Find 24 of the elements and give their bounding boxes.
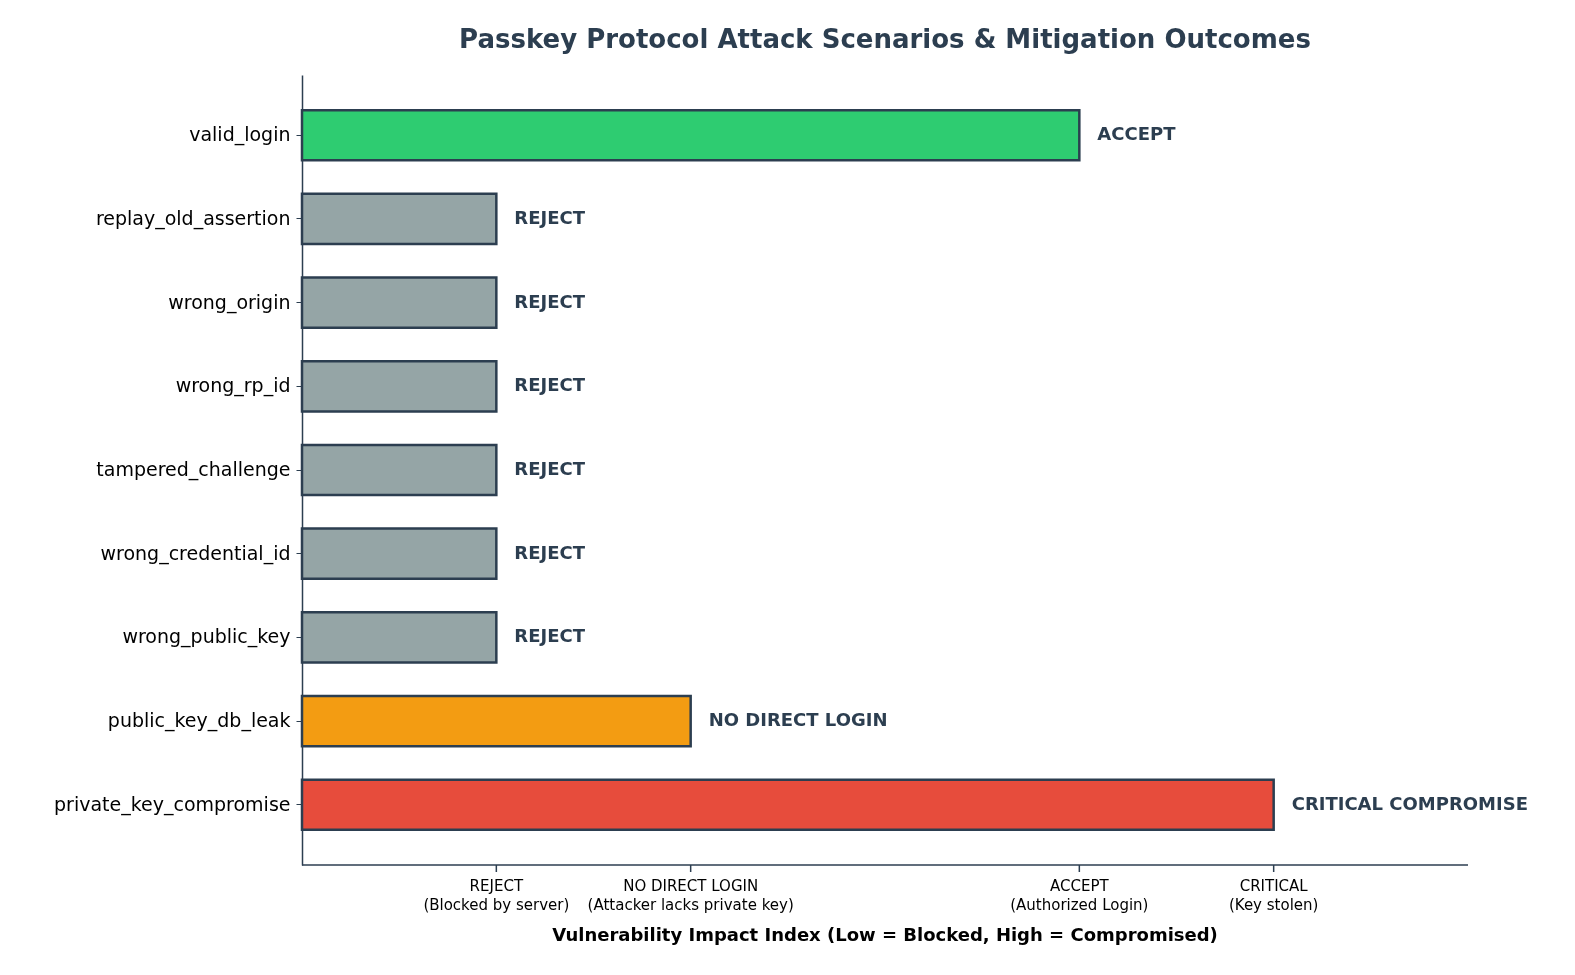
- y-tick-label: private_key_compromise: [54, 792, 291, 816]
- annotation: REJECT: [514, 541, 586, 563]
- y-tick-label: wrong_public_key: [122, 625, 291, 649]
- y-tick-label: wrong_origin: [168, 290, 291, 314]
- y-tick-label: replay_old_assertion: [95, 206, 291, 230]
- y-tick-label: wrong_rp_id: [175, 374, 291, 398]
- annotation: REJECT: [514, 206, 586, 228]
- chart-title: Passkey Protocol Attack Scenarios & Mitigation Outcomes: [459, 24, 1311, 54]
- annotation: NO DIRECT LOGIN: [708, 709, 888, 731]
- annotation: REJECT: [514, 374, 586, 396]
- annotation: NO DIRECT LOGIN (Attacker lacks private key): [587, 877, 794, 914]
- annotation: CRITICAL COMPROMISE: [1291, 792, 1528, 814]
- annotation: CRITICAL (Key stolen): [1228, 877, 1319, 914]
- x-axis-title: Vulnerability Impact Index (Low = Blocked, High = Compromised): [552, 924, 1218, 945]
- y-tick-label: valid_login: [189, 123, 291, 147]
- annotation: REJECT: [514, 625, 586, 647]
- y-tick-label: tampered_challenge: [96, 458, 291, 481]
- y-tick-label: wrong_credential_id: [100, 541, 291, 565]
- annotation: REJECT: [514, 290, 586, 312]
- annotation: REJECT (Blocked by server): [423, 877, 570, 914]
- annotation: REJECT: [514, 458, 586, 479]
- annotation: ACCEPT (Authorized Login): [1010, 877, 1149, 914]
- annotation: ACCEPT: [1097, 123, 1177, 145]
- y-tick-label: public_key_db_leak: [107, 709, 291, 733]
